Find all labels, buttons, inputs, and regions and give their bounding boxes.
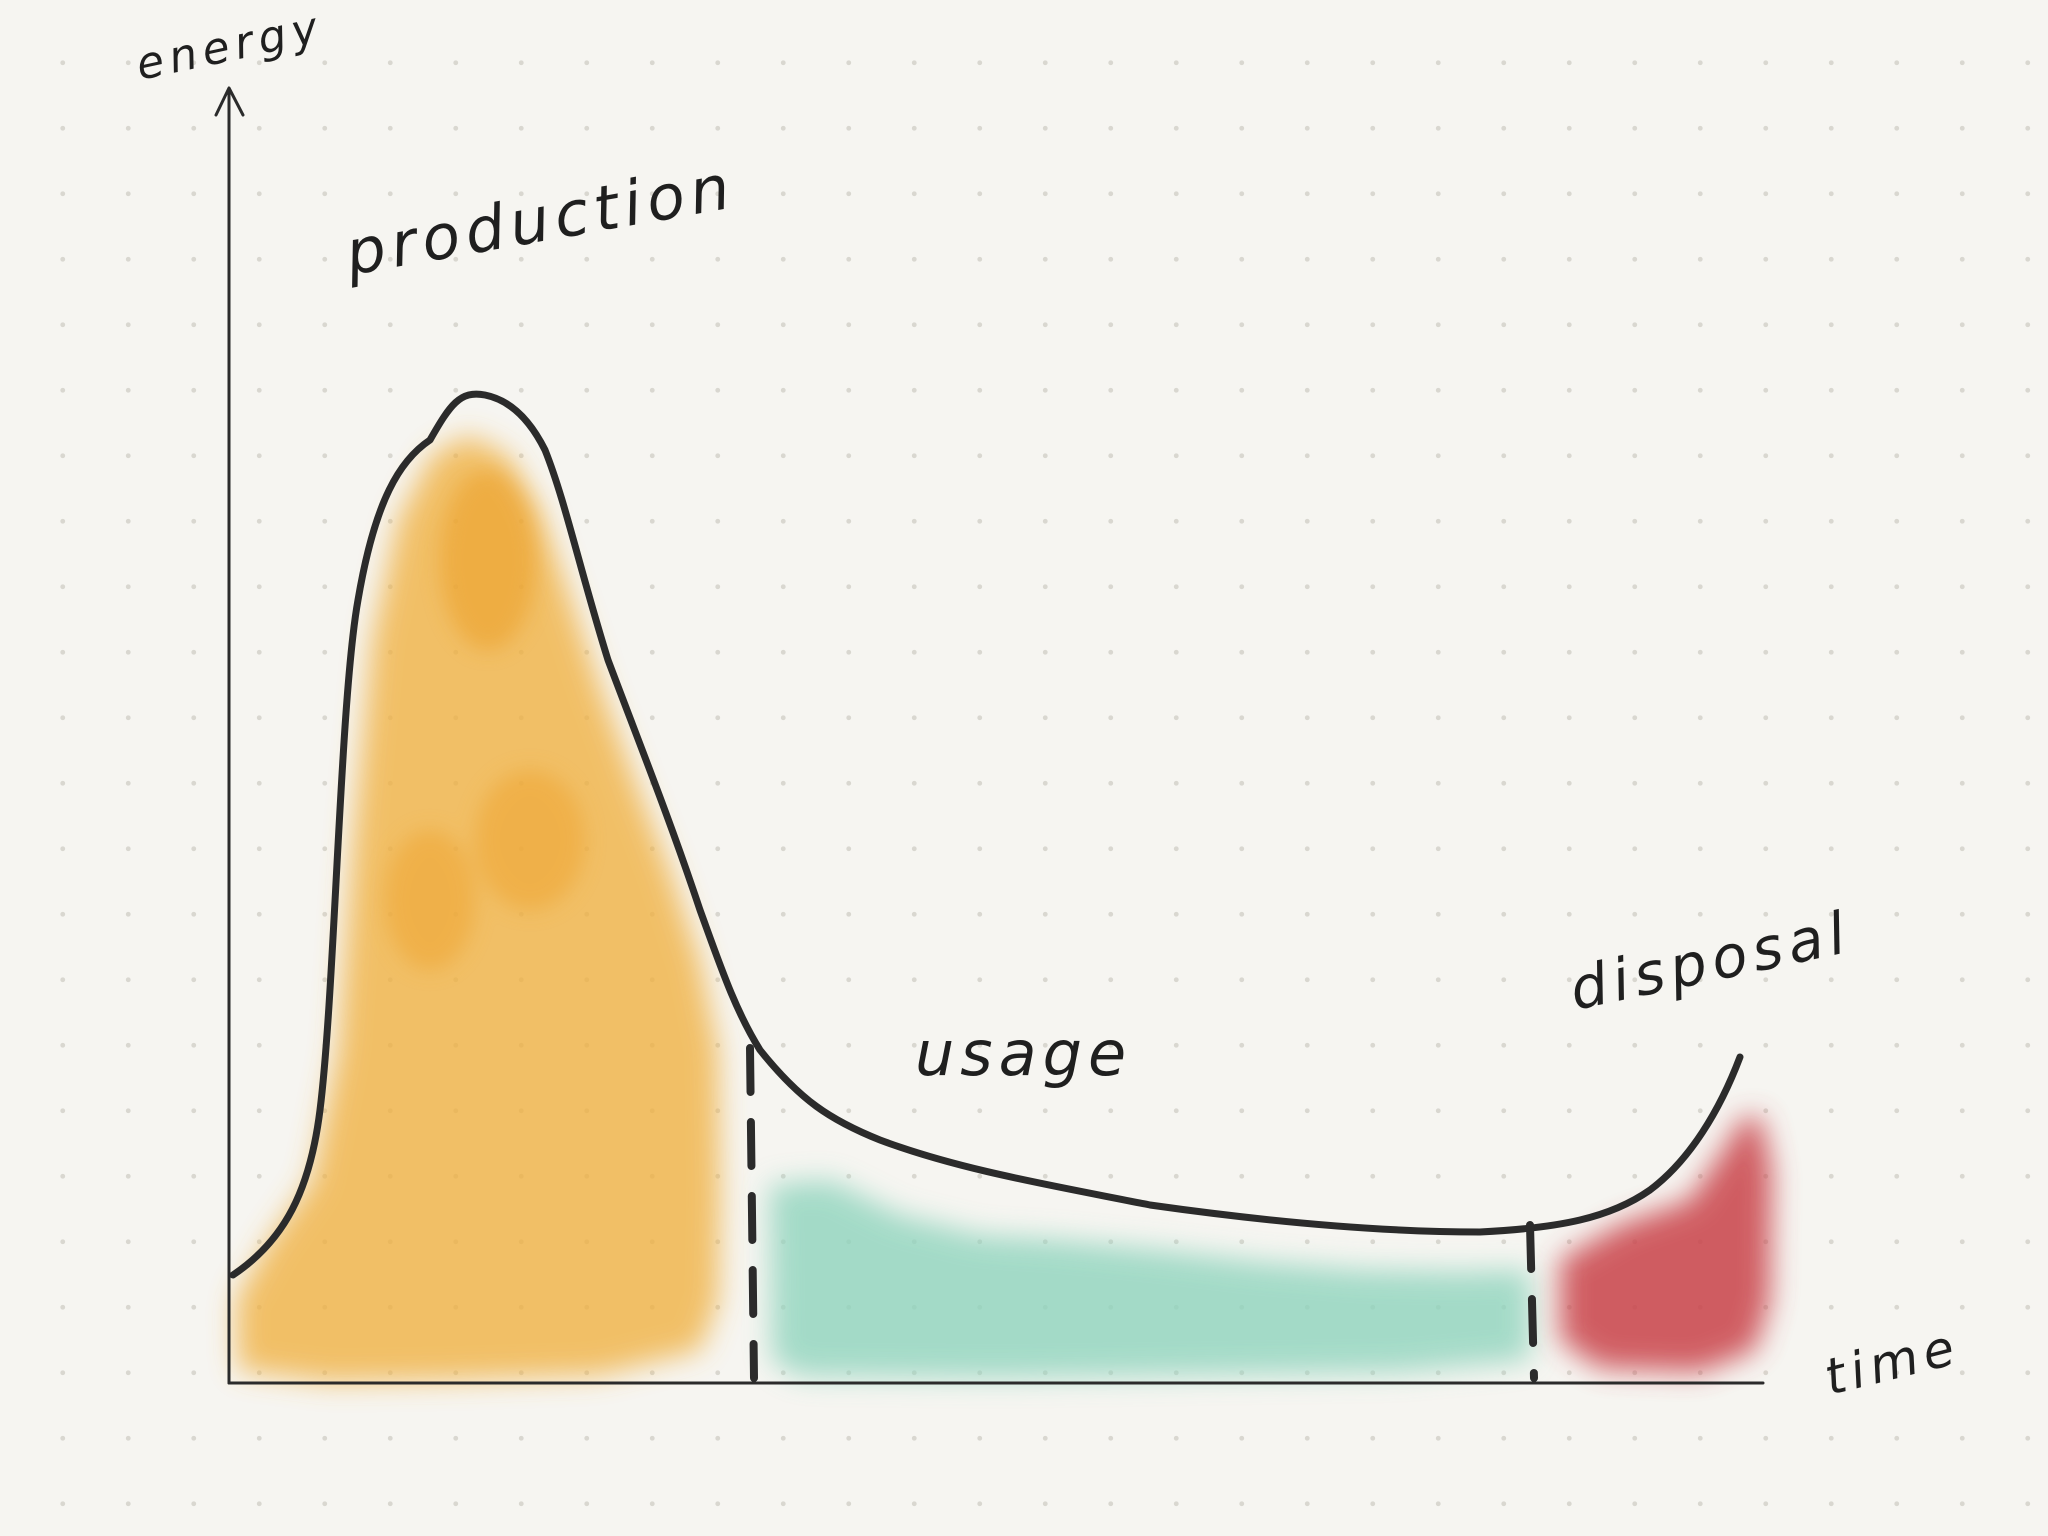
production-usage-divider xyxy=(746,1044,758,1382)
production-label: production xyxy=(339,149,741,290)
production-fill-dark xyxy=(385,470,585,970)
production-fill xyxy=(236,435,720,1382)
y-axis-label: energy xyxy=(132,1,329,90)
x-axis-label: time xyxy=(1819,1317,1966,1406)
usage-label: usage xyxy=(915,1017,1132,1090)
usage-fill xyxy=(770,1180,1530,1378)
disposal-label: disposal xyxy=(1564,898,1857,1024)
energy-curve xyxy=(229,390,1744,1279)
disposal-fill xyxy=(1560,1115,1772,1372)
usage-disposal-divider xyxy=(1526,1221,1538,1382)
y-axis-arrow-icon xyxy=(214,86,245,117)
